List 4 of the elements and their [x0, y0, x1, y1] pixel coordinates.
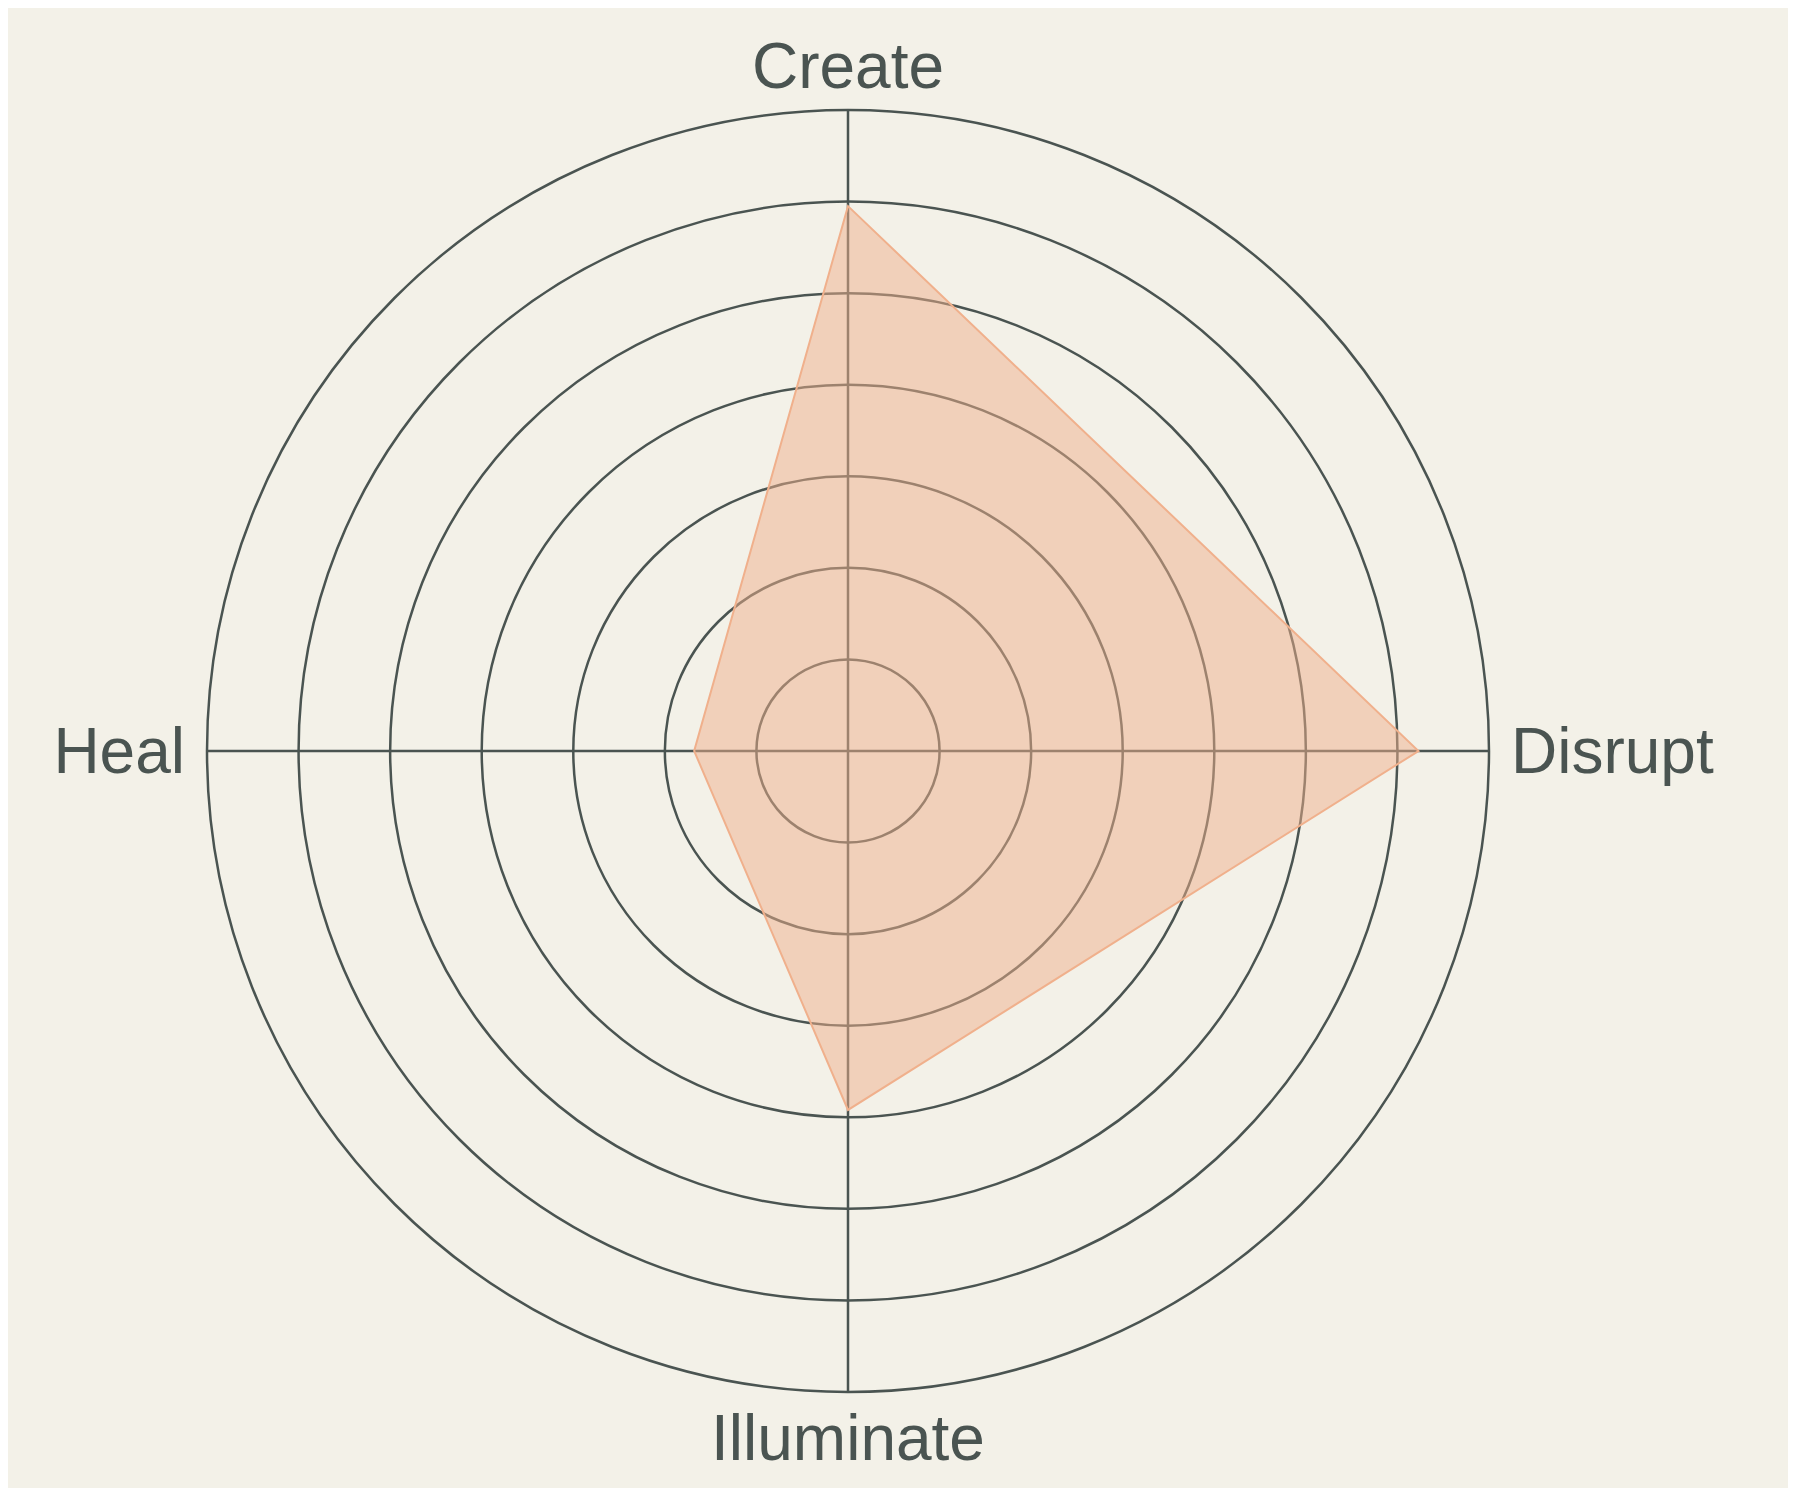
- spoke-label: Heal: [53, 715, 185, 787]
- spoke-label: Create: [751, 30, 945, 102]
- spoke-label: Illuminate: [711, 1402, 985, 1475]
- spoke-label: Disrupt: [1511, 715, 1714, 787]
